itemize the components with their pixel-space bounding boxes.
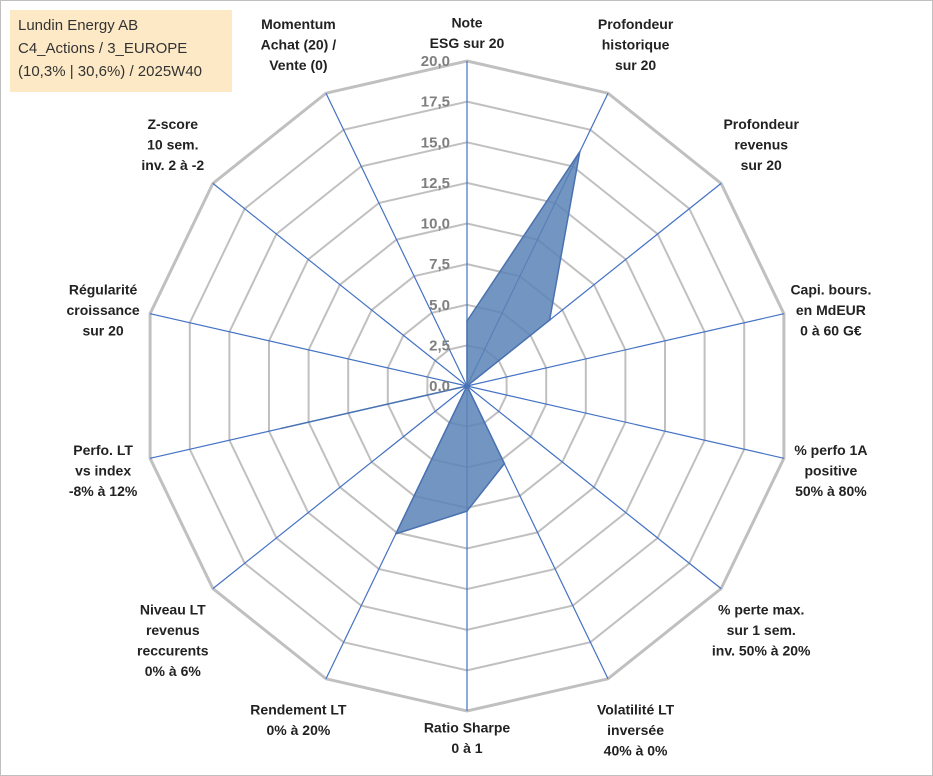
radar-axis-labels: Note ESG sur 20 Profondeur historique sur 20… xyxy=(67,15,872,759)
axis-label-line: Ratio Sharpe xyxy=(424,720,511,736)
axis-label-line: inv. 50% à 20% xyxy=(712,643,811,659)
axis-label-line: Profondeur xyxy=(598,16,674,32)
tick-label-3: 7,5 xyxy=(429,256,450,273)
series-point-14 xyxy=(466,385,468,387)
axis-spoke-14 xyxy=(325,92,468,387)
axis-label-line: reccurents xyxy=(137,643,209,659)
axis-label-line: inversée xyxy=(607,722,664,738)
axis-label-line: ESG sur 20 xyxy=(430,35,505,51)
axis-label-line: Profondeur xyxy=(723,116,799,132)
axis-label-line: Niveau LT xyxy=(140,602,206,618)
axis-label-5: % perfo 1A positive 50% à 80% xyxy=(794,442,867,499)
info-box: Lundin Energy AB C4_Actions / 3_EUROPE (… xyxy=(10,10,232,92)
axis-label-line: en MdEUR xyxy=(796,302,866,318)
axis-label-1: Note ESG sur 20 xyxy=(430,15,505,52)
axis-label-line: sur 20 xyxy=(741,157,782,173)
axis-label-line: 0 à 60 G€ xyxy=(800,322,862,338)
axis-label-line: Vente (0) xyxy=(269,57,327,73)
axis-label-line: revenus xyxy=(146,622,200,638)
axis-label-line: Momentum xyxy=(261,16,336,32)
axis-label-line: % perfo 1A xyxy=(794,442,867,458)
axis-spoke-5 xyxy=(466,385,785,459)
info-company-name: Lundin Energy AB xyxy=(18,17,139,34)
axis-label-line: -8% à 12% xyxy=(69,483,138,499)
tick-label-8: 20,0 xyxy=(421,53,450,70)
axis-spoke-4 xyxy=(466,313,785,387)
axis-label-3: Profondeur revenus sur 20 xyxy=(723,116,799,173)
tick-label-0: 0,0 xyxy=(429,378,450,395)
tick-label-5: 12,5 xyxy=(421,175,450,192)
axis-label-8: Ratio Sharpe 0 à 1 xyxy=(424,720,511,757)
radar-tick-labels: 0,0 2,5 5,0 7,5 10,0 12,5 15,0 17,5 20,0 xyxy=(421,53,450,395)
tick-label-6: 15,0 xyxy=(421,134,450,151)
series-point-3 xyxy=(548,319,551,321)
axis-label-2: Profondeur historique sur 20 xyxy=(598,16,674,73)
axis-label-line: 0% à 6% xyxy=(145,663,202,679)
axis-label-line: croissance xyxy=(67,302,140,318)
axis-spoke-6 xyxy=(466,385,722,590)
axis-label-12: Régularité croissance sur 20 xyxy=(67,281,140,338)
axis-spoke-10 xyxy=(212,385,468,590)
axis-label-9: Rendement LT 0% à 20% xyxy=(250,702,347,739)
info-category: C4_Actions / 3_EUROPE xyxy=(18,40,188,57)
axis-label-line: sur 1 sem. xyxy=(727,622,796,638)
series-point-8 xyxy=(466,510,468,512)
axis-label-line: Rendement LT xyxy=(250,702,347,718)
series-point-11 xyxy=(280,427,283,430)
axis-label-4: Capi. bours. en MdEUR 0 à 60 G€ xyxy=(790,281,871,338)
series-point-9 xyxy=(395,533,397,535)
axis-label-line: Perfo. LT xyxy=(73,442,133,458)
series-point-1 xyxy=(466,320,468,322)
axis-label-line: sur 20 xyxy=(615,57,656,73)
tick-label-7: 17,5 xyxy=(421,94,450,111)
axis-label-6: % perte max. sur 1 sem. inv. 50% à 20% xyxy=(712,602,811,659)
axis-label-line: 50% à 80% xyxy=(795,483,867,499)
axis-label-7: Volatilité LT inversée 40% à 0% xyxy=(597,702,675,759)
info-stats: (10,3% | 30,6%) / 2025W40 xyxy=(18,63,202,80)
tick-label-4: 10,0 xyxy=(421,216,450,233)
axis-label-14: Momentum Achat (20) / Vente (0) xyxy=(261,16,337,73)
axis-label-line: historique xyxy=(602,36,670,52)
axis-label-line: Note xyxy=(451,15,482,31)
series-point-7 xyxy=(503,462,506,465)
axis-label-line: % perte max. xyxy=(718,602,804,618)
series-point-2 xyxy=(579,150,581,153)
axis-label-line: 0% à 20% xyxy=(266,722,330,738)
axis-label-line: sur 20 xyxy=(82,322,123,338)
axis-label-line: 40% à 0% xyxy=(604,743,668,759)
axis-label-line: Volatilité LT xyxy=(597,702,675,718)
axis-label-line: Achat (20) / xyxy=(261,36,337,52)
axis-label-line: Régularité xyxy=(69,281,138,297)
axis-label-line: vs index xyxy=(75,463,131,479)
axis-label-13: Z-score 10 sem. inv. 2 à -2 xyxy=(141,116,204,173)
tick-label-1: 2,5 xyxy=(429,337,450,354)
axis-label-line: 0 à 1 xyxy=(451,740,482,756)
axis-spoke-13 xyxy=(212,182,468,387)
axis-label-line: revenus xyxy=(734,136,788,152)
axis-label-line: positive xyxy=(804,463,857,479)
axis-spoke-12 xyxy=(149,313,468,387)
radar-series xyxy=(280,150,581,535)
axis-label-line: 10 sem. xyxy=(147,136,198,152)
axis-label-line: inv. 2 à -2 xyxy=(141,157,204,173)
axis-label-10: Niveau LT revenus reccurents 0% à 6% xyxy=(137,602,209,680)
axis-label-line: Capi. bours. xyxy=(790,281,871,297)
tick-label-2: 5,0 xyxy=(429,297,450,314)
axis-label-11: Perfo. LT vs index -8% à 12% xyxy=(69,442,138,499)
axis-label-line: Z-score xyxy=(148,116,199,132)
